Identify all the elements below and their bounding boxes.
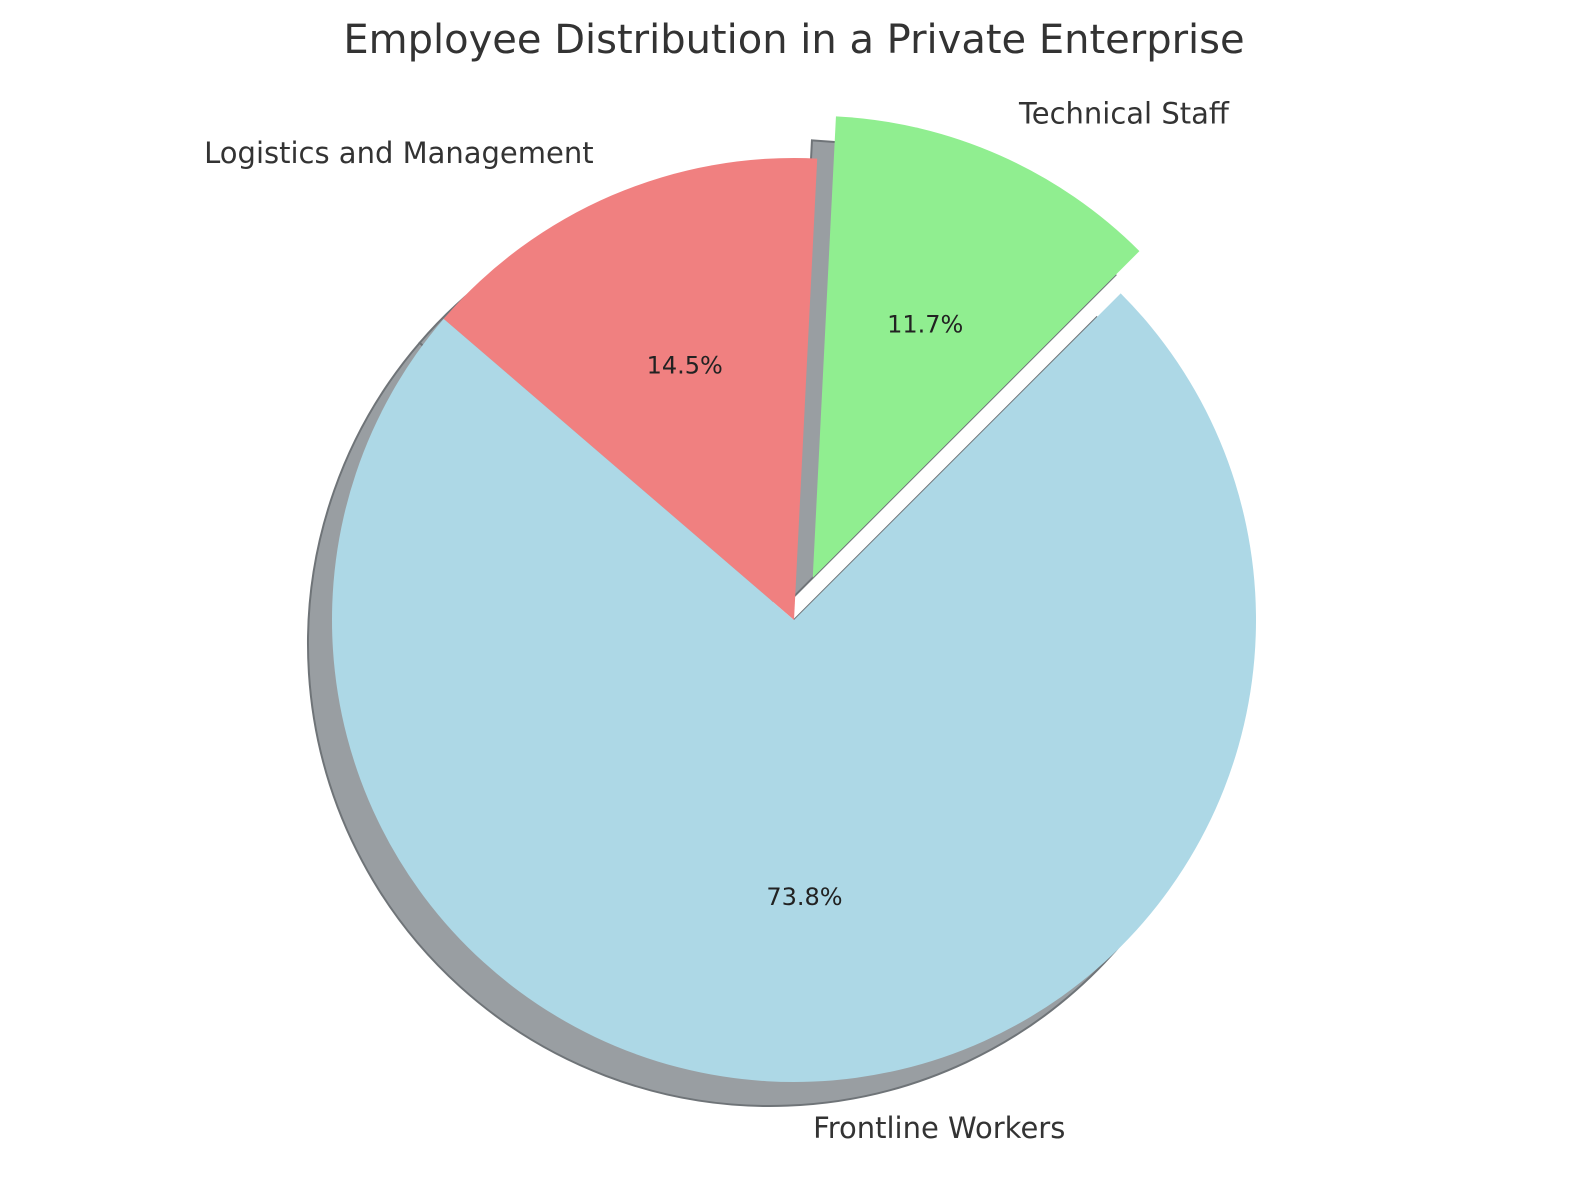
pie-slice-technical-staff (812, 116, 1140, 578)
slice-label-technical-staff: Technical Staff (1018, 96, 1230, 130)
pie-slice-frontline-workers (331, 293, 1256, 1083)
slice-label-logistics-and-management: Logistics and Management (204, 136, 593, 170)
slice-percent-technical-staff: 11.7% (887, 310, 963, 338)
slice-labels: Technical Staff 11.7% Logistics and Manage… (204, 96, 1230, 1145)
slice-label-frontline-workers: Frontline Workers (813, 1111, 1065, 1145)
slice-percent-frontline-workers: 73.8% (766, 883, 842, 911)
pie-slice-logistics-and-management (443, 158, 818, 620)
pie-slices (331, 116, 1256, 1083)
slice-percent-logistics-and-management: 14.5% (647, 351, 723, 379)
chart-title: Employee Distribution in a Private Enter… (343, 17, 1244, 63)
